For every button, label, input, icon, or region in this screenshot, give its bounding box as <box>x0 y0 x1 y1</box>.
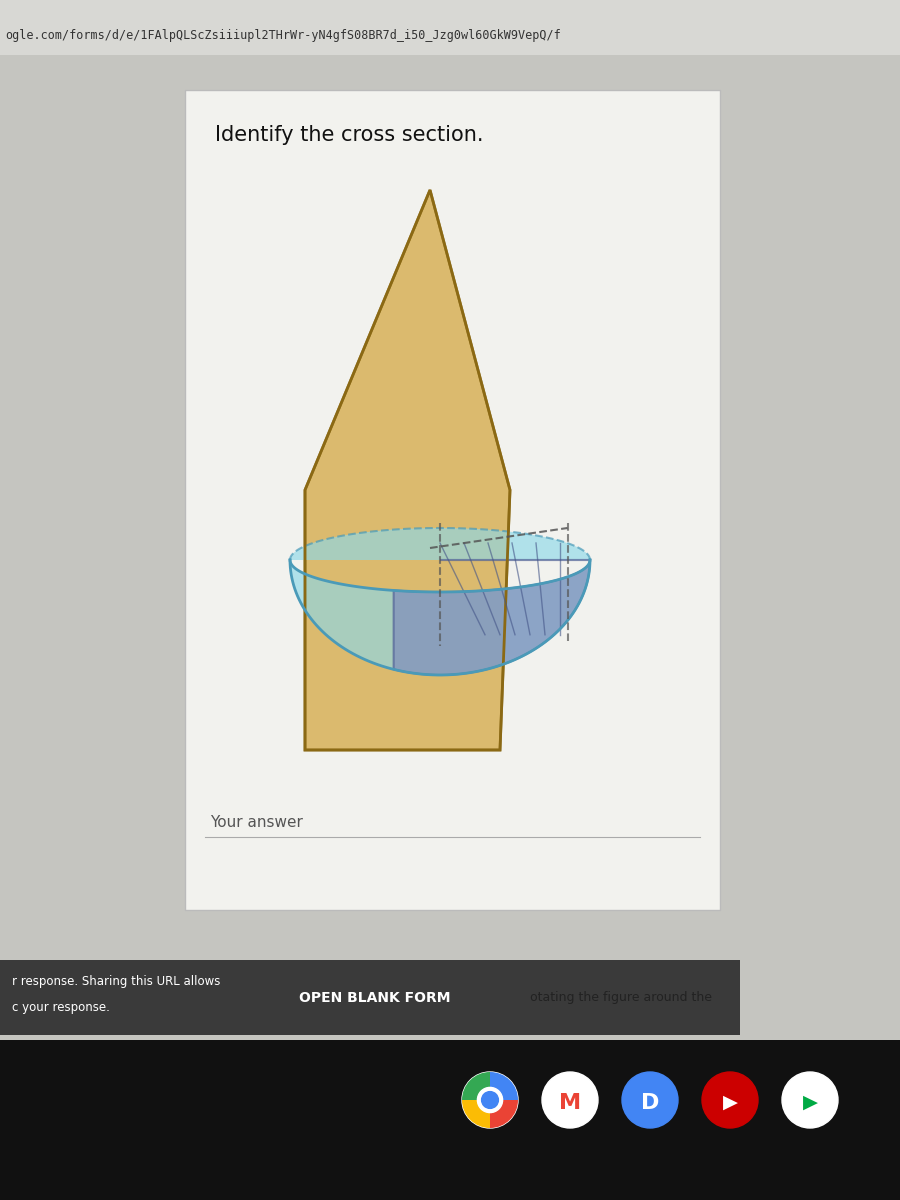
Text: ▶: ▶ <box>803 1092 817 1111</box>
Circle shape <box>622 1072 678 1128</box>
Text: D: D <box>641 1093 659 1114</box>
Text: r response. Sharing this URL allows: r response. Sharing this URL allows <box>12 976 220 989</box>
Circle shape <box>702 1072 758 1128</box>
Bar <box>0 960 740 1034</box>
Wedge shape <box>490 1072 518 1100</box>
Wedge shape <box>462 1100 490 1128</box>
Circle shape <box>542 1072 598 1128</box>
Circle shape <box>782 1072 838 1128</box>
FancyBboxPatch shape <box>185 90 720 910</box>
Polygon shape <box>290 528 590 674</box>
Wedge shape <box>490 1100 518 1128</box>
Wedge shape <box>462 1072 490 1100</box>
Bar <box>0 1040 900 1200</box>
Text: otating the figure around the: otating the figure around the <box>530 991 712 1004</box>
Text: Identify the cross section.: Identify the cross section. <box>215 125 483 145</box>
Text: ogle.com/forms/d/e/1FAlpQLScZsiiiupl2THrWr-yN4gfS08BR7d_i50_Jzg0wl60GkW9VepQ/f: ogle.com/forms/d/e/1FAlpQLScZsiiiupl2THr… <box>5 29 561 42</box>
Text: M: M <box>559 1093 581 1114</box>
Text: c your response.: c your response. <box>12 1002 110 1014</box>
Text: OPEN BLANK FORM: OPEN BLANK FORM <box>299 990 451 1004</box>
Text: Your answer: Your answer <box>210 815 303 830</box>
Circle shape <box>482 1092 499 1109</box>
Polygon shape <box>393 560 590 674</box>
Text: ▶: ▶ <box>723 1092 737 1111</box>
Circle shape <box>477 1087 502 1112</box>
Circle shape <box>462 1072 518 1128</box>
Polygon shape <box>305 190 510 750</box>
Bar <box>0 0 900 55</box>
